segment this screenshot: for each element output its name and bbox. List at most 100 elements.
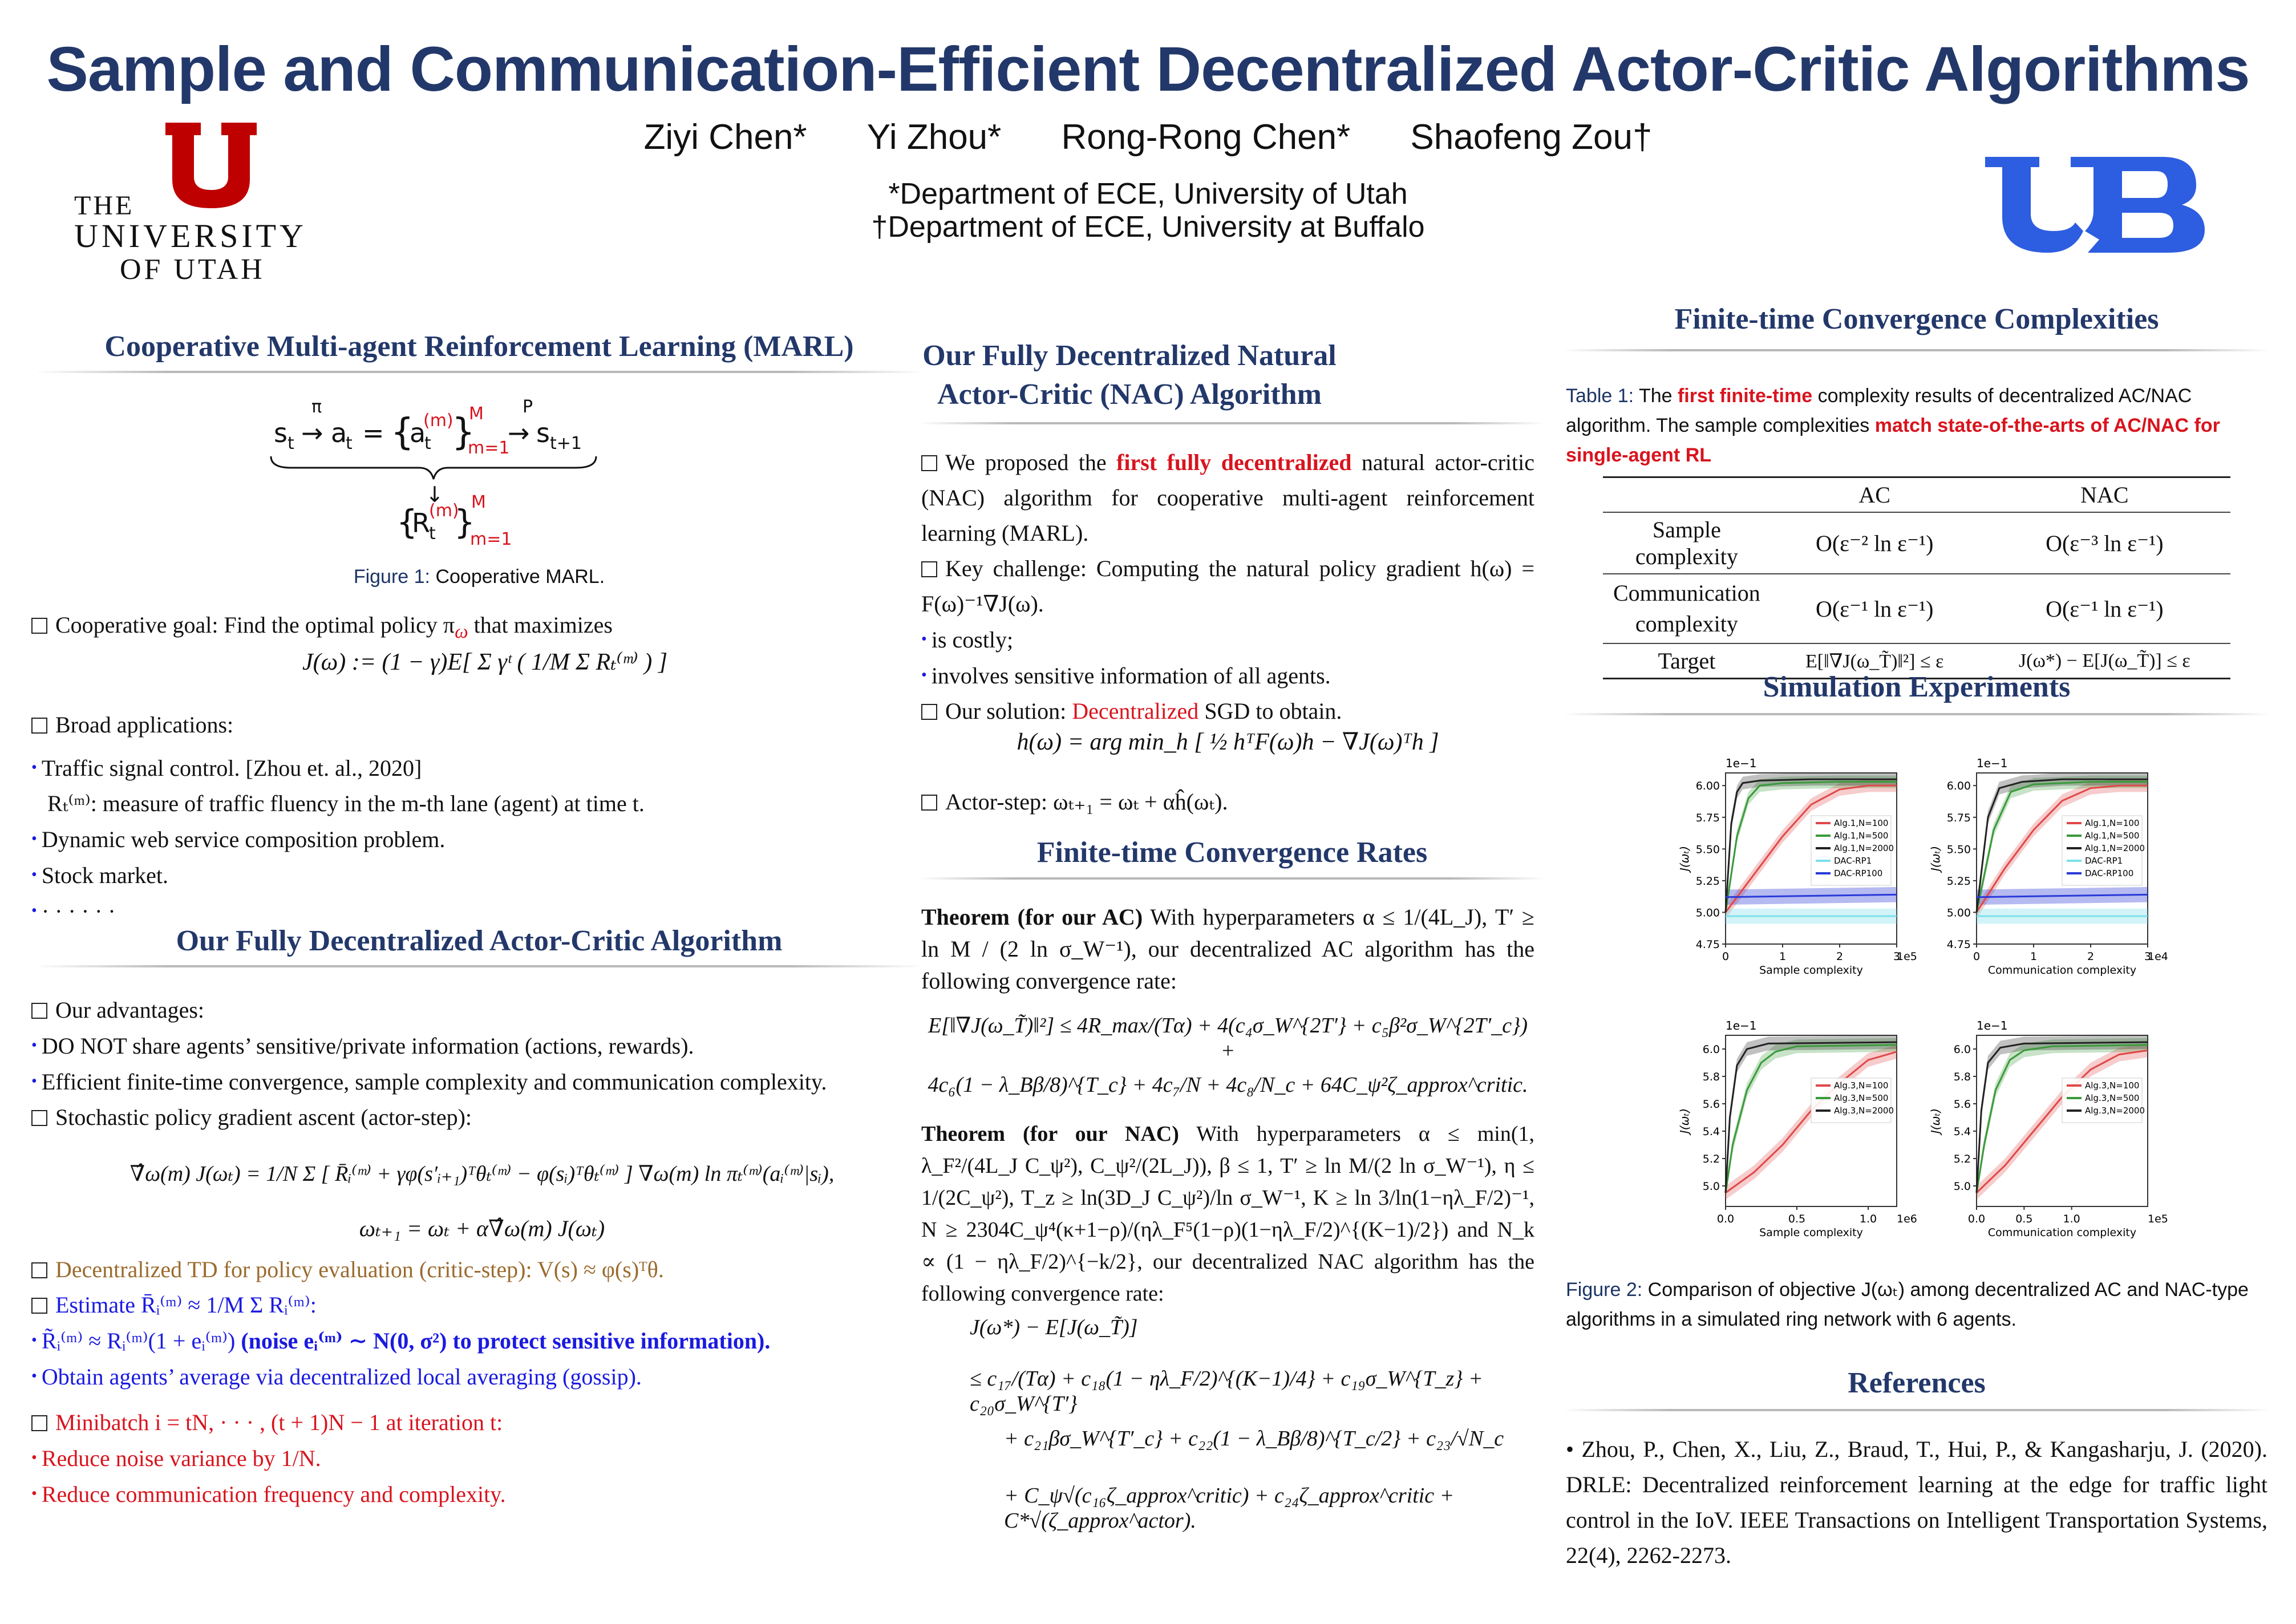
table-header-cell bbox=[1603, 477, 1771, 513]
author-4: Shaofeng Zou† bbox=[1410, 118, 1653, 157]
section-divider bbox=[1563, 1409, 2270, 1411]
x-tick-label: 3 bbox=[1893, 950, 1900, 963]
table-cell: O(ε⁻³ ln ε⁻¹) bbox=[2046, 530, 2164, 556]
advantages-heading: Our advantages: bbox=[31, 993, 933, 1028]
checkbox-icon bbox=[31, 1262, 47, 1278]
spga-equation-2: ωₜ₊₁ = ωₜ + α∇̂ω(m) J(ωₜ) bbox=[359, 1216, 605, 1241]
utah-logo-the: THE bbox=[74, 191, 135, 221]
theorem-ac-head: Theorem (for our AC) bbox=[921, 904, 1143, 930]
section-title-simulation: Simulation Experiments bbox=[1763, 671, 2071, 703]
list-item: • Obtain agents’ average via decentralize… bbox=[31, 1364, 642, 1390]
checkbox-icon bbox=[31, 718, 47, 734]
table-1-caption: Table 1: The first finite-time complexit… bbox=[1566, 381, 2267, 470]
estimate-2: Obtain agents’ average via decentralized… bbox=[41, 1364, 642, 1390]
p1a: We proposed the bbox=[945, 449, 1107, 475]
p2b: involves sensitive information of all ag… bbox=[931, 663, 1331, 689]
section-divider bbox=[918, 877, 1546, 880]
svg-text:R: R bbox=[412, 508, 430, 538]
app-3: Stock market. bbox=[41, 862, 168, 888]
checkbox-icon bbox=[31, 618, 47, 634]
app-1-detail: Rₜ⁽ᵐ⁾: measure of traffic fluency in the… bbox=[47, 791, 645, 816]
y-tick-label: 5.75 bbox=[1696, 812, 1720, 824]
section-divider bbox=[1563, 349, 2270, 351]
p2: Key challenge: Computing the natural pol… bbox=[921, 556, 1534, 617]
list-item: • · · · · · · bbox=[31, 898, 116, 924]
svg-text:a: a bbox=[331, 418, 347, 448]
list-item: • involves sensitive information of all a… bbox=[921, 663, 1331, 689]
y-scale-label: 1e−1 bbox=[1726, 1019, 1757, 1032]
y-tick-label: 4.75 bbox=[1947, 938, 1971, 951]
figure-1-caption: Figure 1: Cooperative MARL. bbox=[34, 562, 924, 592]
series-band bbox=[1977, 779, 2148, 919]
estimate-1a: R̃ᵢ⁽ᵐ⁾ ≈ Rᵢ⁽ᵐ⁾(1 + eᵢ⁽ᵐ⁾) bbox=[41, 1328, 236, 1354]
theorem-nac-eq-4: + C_ψ√(c₁₆ζ_approx^critic) + c₂₄ζ_approx… bbox=[1004, 1484, 1455, 1533]
x-axis-label: Communication complexity bbox=[1988, 964, 2136, 977]
minibatch-1: Reduce noise variance by 1/N. bbox=[41, 1445, 321, 1471]
nac-p3: Our solution: Decentralized SGD to obtai… bbox=[921, 694, 1534, 729]
table-row: Sample complexity O(ε⁻² ln ε⁻¹) O(ε⁻³ ln… bbox=[1603, 512, 2230, 574]
section-title-complexities: Finite-time Convergence Complexities bbox=[1674, 303, 2159, 335]
x-tick-label: 1 bbox=[2030, 950, 2037, 963]
list-item: • is costly; bbox=[921, 627, 1014, 653]
y-tick-label: 5.2 bbox=[1954, 1153, 1971, 1165]
legend-label: Alg.1,N=100 bbox=[1834, 818, 1888, 828]
svg-text:P: P bbox=[523, 397, 533, 417]
x-tick-label: 0.0 bbox=[1968, 1213, 1985, 1225]
y-tick-label: 6.00 bbox=[1947, 780, 1971, 792]
checkbox-icon bbox=[921, 795, 937, 811]
svg-text:(m): (m) bbox=[429, 501, 459, 521]
table-cell: E[‖∇J(ω_T̃)‖²] ≤ ε bbox=[1805, 650, 1944, 672]
svg-text:t: t bbox=[424, 434, 431, 453]
x-tick-label: 3 bbox=[2144, 950, 2151, 963]
x-tick-label: 1.0 bbox=[1860, 1213, 1877, 1225]
y-tick-label: 5.2 bbox=[1703, 1153, 1720, 1165]
p3b: Decentralized bbox=[1072, 698, 1199, 724]
section-title-marl: Cooperative Multi-agent Reinforcement Le… bbox=[104, 330, 854, 363]
table-cell: J(ω*) − E[J(ω_T̃)] ≤ ε bbox=[2018, 650, 2190, 671]
ub-logo-icon bbox=[1985, 157, 2205, 253]
series-band bbox=[1726, 773, 1897, 919]
university-at-buffalo-logo bbox=[1985, 145, 2208, 260]
y-tick-label: 6.0 bbox=[1954, 1043, 1971, 1056]
list-item: • Dynamic web service composition problem… bbox=[31, 827, 446, 852]
legend-label: DAC-RP1 bbox=[1834, 856, 1872, 866]
y-tick-label: 5.75 bbox=[1947, 812, 1971, 824]
checkbox-icon bbox=[31, 1003, 47, 1019]
svg-text:t+1: t+1 bbox=[550, 434, 582, 453]
legend-label: Alg.3,N=500 bbox=[2085, 1093, 2139, 1103]
y-tick-label: 5.50 bbox=[1947, 843, 1971, 856]
series-band bbox=[1726, 1035, 1897, 1200]
figure-2-text: Comparison of objective J(ωₜ) among dece… bbox=[1566, 1279, 2249, 1330]
x-tick-label: 0.0 bbox=[1717, 1213, 1734, 1225]
utah-block-u-icon bbox=[165, 123, 257, 208]
utah-logo-university: UNIVERSITY bbox=[74, 217, 307, 254]
list-item: • Reduce communication frequency and comp… bbox=[31, 1481, 506, 1507]
p2a: is costly; bbox=[931, 627, 1014, 653]
affiliation-utah: *Department of ECE, University of Utah bbox=[888, 177, 1408, 210]
table-row: Target E[‖∇J(ω_T̃)‖²] ≤ ε J(ω*) − E[J(ω_… bbox=[1603, 643, 2230, 679]
figure-1-text: Cooperative MARL. bbox=[435, 566, 605, 588]
figure-2-caption: Figure 2: Comparison of objective J(ωₜ) … bbox=[1566, 1275, 2267, 1334]
checkbox-icon bbox=[31, 1415, 47, 1431]
minibatch-2: Reduce communication frequency and compl… bbox=[41, 1481, 506, 1507]
x-tick-label: 0 bbox=[1973, 950, 1980, 963]
svg-text:t: t bbox=[346, 434, 353, 453]
svg-text:=: = bbox=[362, 418, 384, 448]
theorem-nac-eq-2: ≤ c₁₇/(Tα) + c₁₈(1 − ηλ_F/2)^{(K−1)/4} +… bbox=[970, 1367, 1483, 1416]
legend-label: Alg.3,N=2000 bbox=[1834, 1105, 1894, 1116]
objective-equation: J(ω) := (1 − γ)E[ Σ γᵗ ( 1/M Σ Rₜ⁽ᵐ⁾ ) ] bbox=[302, 649, 668, 675]
broad-applications: Broad applications: bbox=[31, 707, 233, 743]
legend-label: Alg.3,N=2000 bbox=[2085, 1105, 2145, 1116]
series-band bbox=[1977, 1043, 2148, 1200]
chart-panel-bottom-right: 1e−1 6.0 5.8 5.6 5.4 5.2 5.0 0.0 0.5 1.0 1e5 Commun… bbox=[1922, 1004, 2173, 1255]
legend-label: Alg.3,N=500 bbox=[1834, 1093, 1888, 1103]
spga-equation-1: ∇̂ω(m) J(ωₜ) = 1/N Σ [ R̄ᵢ⁽ᵐ⁾ + γφ(s′ᵢ₊₁… bbox=[129, 1162, 835, 1186]
series-band bbox=[1726, 1044, 1897, 1200]
adv-text: Our advantages: bbox=[55, 997, 205, 1023]
spga-heading: Stochastic policy gradient ascent (actor… bbox=[31, 1100, 933, 1135]
y-tick-label: 5.4 bbox=[1954, 1125, 1971, 1138]
section-title-nac: Our Fully Decentralized Natural Actor-Cr… bbox=[922, 339, 1337, 411]
checkbox-icon bbox=[31, 1110, 47, 1126]
